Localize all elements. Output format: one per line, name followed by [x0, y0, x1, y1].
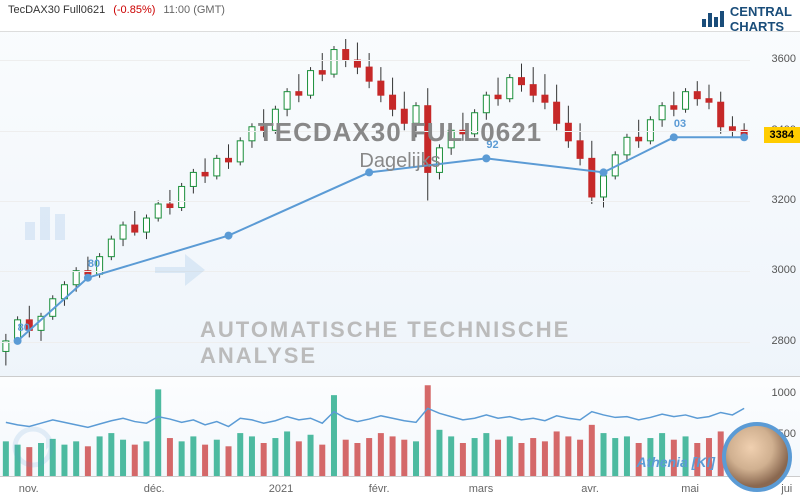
x-tick: févr.	[369, 483, 390, 495]
current-price-label: 3384	[764, 127, 800, 143]
indicator-svg	[0, 32, 750, 376]
wm-refresh-icon	[8, 422, 58, 472]
indicator-label: 80	[18, 322, 30, 334]
y-axis: 280030003200340036003384	[750, 32, 800, 376]
y-tick: 3200	[772, 194, 796, 206]
y-tick: 3600	[772, 53, 796, 65]
header-info: TecDAX30 Full0621 (-0.85%) 11:00 (GMT)	[8, 4, 225, 16]
x-tick: déc.	[144, 483, 165, 495]
indicator-overlay: 80 80 92 03	[0, 32, 750, 376]
indicator-label: 92	[486, 139, 498, 151]
avatar-label: Athenia [KI]	[636, 454, 715, 470]
x-tick: 2021	[269, 483, 293, 495]
y-tick: 2800	[772, 335, 796, 347]
price-change: (-0.85%)	[113, 4, 155, 16]
logo-line1: CENTRAL	[730, 4, 792, 19]
x-axis: nov. déc. 2021 févr. mars avr. mai jui	[0, 477, 800, 499]
x-tick: mars	[469, 483, 493, 495]
y-tick: 3000	[772, 264, 796, 276]
x-tick: jui	[781, 483, 792, 495]
logo-bars-icon	[702, 11, 724, 27]
x-tick: nov.	[19, 483, 39, 495]
indicator-label: 03	[674, 118, 686, 130]
avatar-image[interactable]	[722, 422, 792, 492]
vol-tick: 1000	[772, 387, 796, 399]
x-tick: avr.	[581, 483, 599, 495]
x-tick: mai	[681, 483, 699, 495]
timestamp: 11:00 (GMT)	[163, 4, 225, 16]
chart-header: TecDAX30 Full0621 (-0.85%) 11:00 (GMT) C…	[0, 0, 800, 32]
ticker-name: TecDAX30 Full0621	[8, 4, 105, 16]
brand-logo: CENTRAL CHARTS	[702, 4, 792, 34]
indicator-label: 80	[88, 258, 100, 270]
price-chart[interactable]: 280030003200340036003384 80809203 TECDAX…	[0, 32, 800, 377]
